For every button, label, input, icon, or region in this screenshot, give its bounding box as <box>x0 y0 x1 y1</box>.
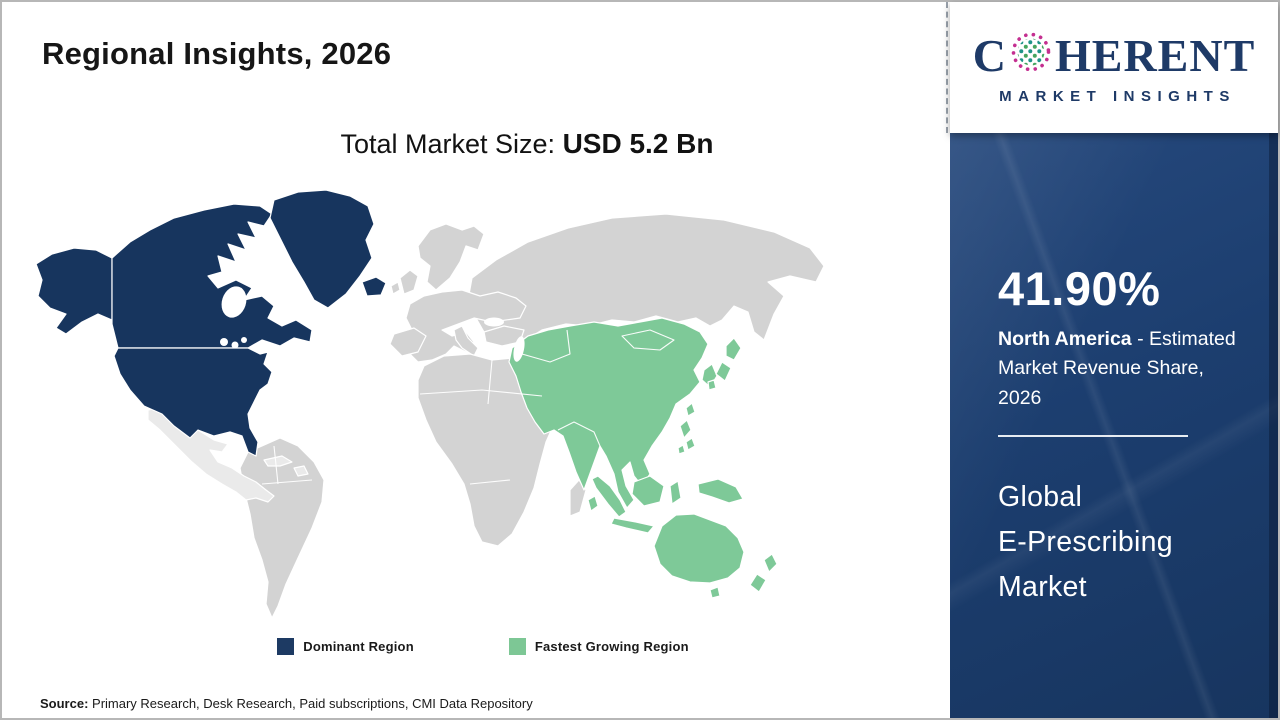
country-canada <box>111 203 313 349</box>
island-java <box>610 517 655 534</box>
island-borneo <box>631 475 665 507</box>
legend-label-dominant: Dominant Region <box>303 639 414 654</box>
logo-wordmark: C HERENT <box>973 31 1256 81</box>
country-greenland <box>269 189 375 309</box>
market-share-desc-rest: - Estimated Market Revenue Share, 2026 <box>998 328 1236 409</box>
border-andes <box>273 445 279 485</box>
world-map <box>22 184 834 630</box>
great-lake-2 <box>231 341 239 349</box>
region-iberia <box>389 327 427 357</box>
great-lake-3 <box>241 337 247 343</box>
country-hispaniola <box>293 465 309 477</box>
border-africa-vertical <box>487 359 493 405</box>
company-logo: C HERENT <box>950 2 1278 133</box>
map-legend: Dominant Region Fastest Growing Region <box>77 638 889 655</box>
source-label: Source: <box>40 696 89 711</box>
island-tasmania <box>709 586 721 599</box>
right-column: C HERENT <box>950 2 1278 718</box>
country-cuba <box>263 455 293 467</box>
market-share-value: 41.90% <box>998 262 1161 315</box>
country-madagascar <box>569 479 587 517</box>
source-text: Primary Research, Desk Research, Paid su… <box>88 696 533 711</box>
country-philippines-3 <box>677 444 686 455</box>
country-usa <box>113 347 273 457</box>
region-alaska <box>35 247 113 335</box>
country-new-zealand-south <box>749 573 767 593</box>
region-asia-mainland <box>508 317 709 509</box>
island-new-guinea <box>697 478 744 504</box>
country-philippines-1 <box>679 419 692 439</box>
dominant-region-layer <box>35 189 387 457</box>
page-title: Regional Insights, 2026 <box>42 36 392 71</box>
market-name-line-2: E-Prescribing <box>998 525 1173 558</box>
legend-item-fastest-growing: Fastest Growing Region <box>508 638 689 655</box>
country-iceland <box>361 276 387 297</box>
island-sulawesi <box>669 480 682 505</box>
logo-text-prefix: C <box>972 29 1007 81</box>
country-japan-north <box>725 337 742 361</box>
country-japan-south <box>707 379 717 391</box>
logo-tagline: MARKET INSIGHTS <box>999 87 1236 105</box>
region-europe <box>405 289 527 363</box>
logo-globe-icon <box>1010 31 1052 81</box>
total-market-size: Total Market Size: USD 5.2 Bn <box>157 128 897 160</box>
market-name-line-3: Market <box>998 570 1087 603</box>
fastest-growing-region-layer <box>508 317 778 599</box>
world-map-svg <box>35 189 825 619</box>
country-philippines-2 <box>685 437 696 451</box>
great-lake-1 <box>220 338 228 346</box>
market-name-line-1: Global <box>998 480 1083 513</box>
country-japan-main <box>715 361 732 382</box>
border-brazil <box>261 479 313 485</box>
market-share-region: North America <box>998 328 1132 350</box>
legend-item-dominant: Dominant Region <box>277 638 414 655</box>
region-scandinavia <box>417 223 485 291</box>
total-market-size-value: USD 5.2 Bn <box>562 128 714 159</box>
country-taiwan <box>685 402 696 417</box>
market-name: Global E-Prescribing Market <box>998 475 1278 610</box>
border-africa-south <box>469 479 511 485</box>
market-share-description: North America - Estimated Market Revenue… <box>998 325 1250 413</box>
border-mongolia <box>621 329 675 351</box>
hudson-bay <box>221 286 247 318</box>
fastest-growing-region-swatch <box>508 638 526 655</box>
source-line: Source: Primary Research, Desk Research,… <box>40 696 533 711</box>
country-new-zealand-north <box>763 553 778 573</box>
border-india-north <box>557 421 601 447</box>
island-sumatra <box>591 475 627 518</box>
stats-panel: 41.90% North America - Estimated Market … <box>950 133 1278 718</box>
country-russia <box>467 213 825 345</box>
stats-panel-content: 41.90% North America - Estimated Market … <box>998 261 1278 610</box>
panel-divider-rule <box>998 434 1188 437</box>
country-uk <box>399 269 419 295</box>
water-layer <box>220 286 525 362</box>
country-italy <box>453 325 479 357</box>
country-sri-lanka <box>587 495 599 512</box>
black-sea <box>484 317 504 327</box>
caspian-sea <box>513 336 525 362</box>
border-sahara <box>419 389 543 397</box>
dominant-region-swatch <box>277 638 295 655</box>
dominant-region-swatch-rect <box>277 638 295 655</box>
fastest-growing-region-swatch-rect <box>508 638 526 655</box>
country-ireland <box>390 281 401 295</box>
border-central-asia <box>521 329 571 363</box>
country-borders-layer <box>261 329 675 485</box>
logo-text-suffix: HERENT <box>1054 29 1256 81</box>
country-australia <box>653 513 745 584</box>
dashed-divider <box>946 2 948 133</box>
legend-label-fastest-growing: Fastest Growing Region <box>534 639 689 654</box>
total-market-size-label: Total Market Size: <box>340 129 563 159</box>
